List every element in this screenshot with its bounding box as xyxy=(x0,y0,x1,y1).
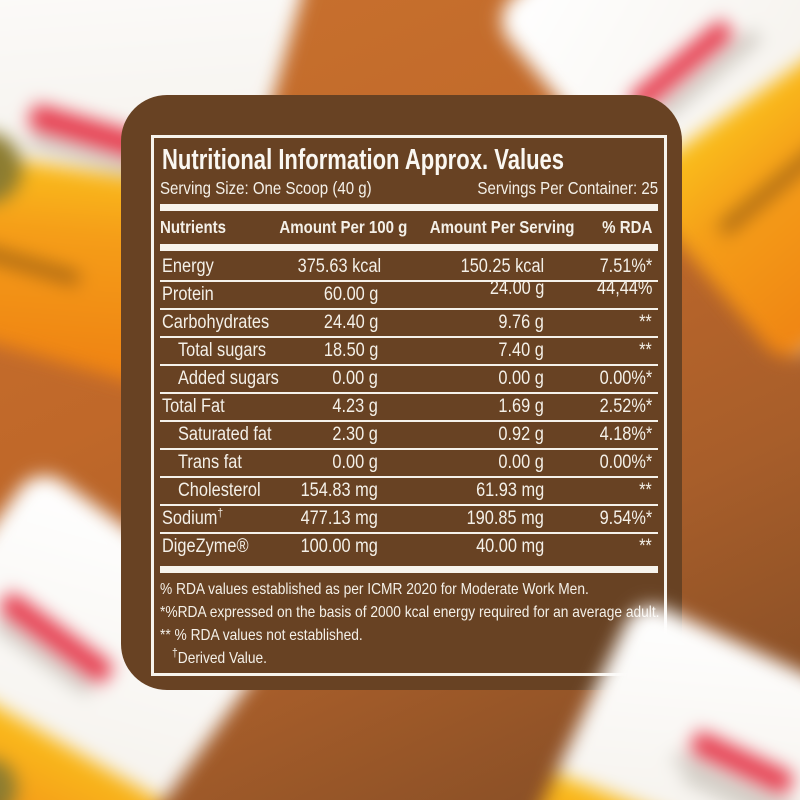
serving-info-row: Serving Size: One Scoop (40 g) Servings … xyxy=(160,178,658,199)
nutrition-table-panel: Nutritional Information Approx. Values S… xyxy=(151,135,667,676)
column-header-rda: % RDA xyxy=(601,217,652,237)
footnote-rda-basis: % RDA values established as per ICMR 202… xyxy=(160,581,589,598)
table-row-protein: Protein 60.00 g 24.00 g 44,44% xyxy=(160,278,658,310)
column-header-per-100g: Amount Per 100 g xyxy=(279,217,407,237)
servings-per-container: Servings Per Container: 25 xyxy=(477,178,658,198)
nutrition-label-card: Nutritional Information Approx. Values S… xyxy=(121,95,682,690)
table-row-total-fat: Total Fat 4.23 g 1.69 g 2.52%* xyxy=(160,394,658,422)
table-row-energy: Energy 375.63 kcal 150.25 kcal 7.51%* xyxy=(160,254,658,282)
table-row-cholesterol: Cholesterol 154.83 mg 61.93 mg ** xyxy=(160,478,658,506)
table-row-digezyme: DigeZyme® 100.00 mg 40.00 mg ** xyxy=(162,536,652,557)
footnote-rda-2000kcal: *%RDA expressed on the basis of 2000 kca… xyxy=(160,604,660,621)
column-header-per-serving: Amount Per Serving xyxy=(429,217,575,237)
column-header-nutrients: Nutrients xyxy=(160,217,227,237)
footnote-not-established: ** % RDA values not established. xyxy=(160,627,363,644)
table-row-saturated-fat: Saturated fat 2.30 g 0.92 g 4.18%* xyxy=(160,422,658,450)
table-header-row: Nutrients Amount Per 100 g Amount Per Se… xyxy=(160,215,658,240)
footnote-derived-value: †Derived Value. xyxy=(172,645,267,667)
table-row-sodium: Sodium† 477.13 mg 190.85 mg 9.54%* xyxy=(160,506,658,534)
divider-bar xyxy=(160,204,658,211)
table-row-trans-fat: Trans fat 0.00 g 0.00 g 0.00%* xyxy=(160,450,658,478)
table-row-total-sugars: Total sugars 18.50 g 7.40 g ** xyxy=(160,338,658,366)
table-row-added-sugars: Added sugars 0.00 g 0.00 g 0.00%* xyxy=(160,366,658,394)
footnotes: % RDA values established as per ICMR 202… xyxy=(160,578,660,670)
table-body: Energy 375.63 kcal 150.25 kcal 7.51%* Pr… xyxy=(160,254,658,560)
divider-bar xyxy=(160,566,658,573)
divider-bar xyxy=(160,244,658,251)
table-row-carbohydrates: Carbohydrates 24.40 g 9.76 g ** xyxy=(160,310,658,338)
serving-size: Serving Size: One Scoop (40 g) xyxy=(160,178,372,198)
panel-title: Nutritional Information Approx. Values xyxy=(162,144,565,176)
